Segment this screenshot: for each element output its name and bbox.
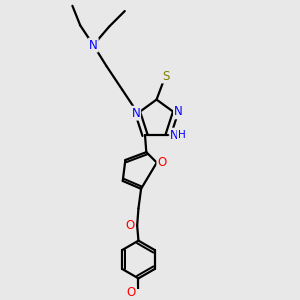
Text: H: H: [178, 130, 186, 140]
Text: O: O: [125, 219, 134, 232]
Text: N: N: [89, 39, 98, 52]
Text: S: S: [162, 70, 169, 83]
Text: O: O: [158, 156, 166, 169]
Text: N: N: [170, 129, 179, 142]
Text: O: O: [127, 286, 136, 299]
Text: N: N: [174, 105, 183, 119]
Text: N: N: [131, 107, 140, 120]
